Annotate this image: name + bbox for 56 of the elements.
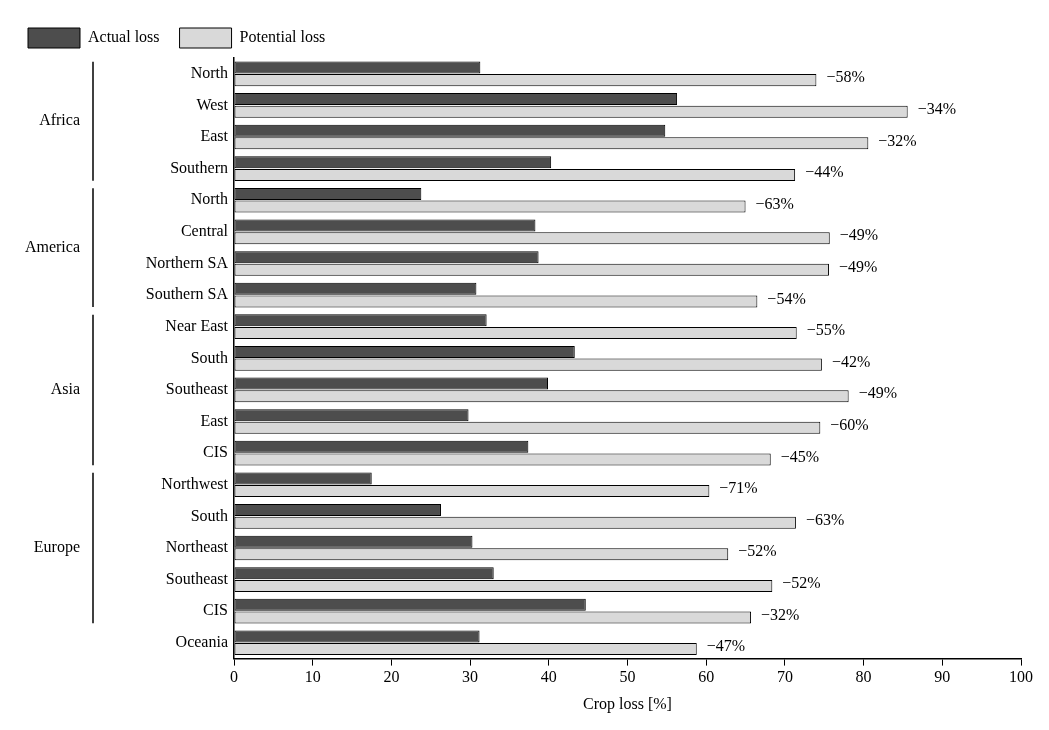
x-tick-label: 100: [1009, 668, 1033, 686]
x-tick-label: 0: [230, 668, 238, 686]
annotation: −32%: [878, 131, 917, 149]
y-tick-label: East: [200, 127, 229, 145]
y-tick-label: Northeast: [165, 538, 229, 556]
text: Asia: [50, 380, 80, 398]
y-tick-label: South: [190, 348, 228, 366]
x-tick-label: 70: [776, 668, 793, 686]
y-tick-label: Southern: [170, 158, 228, 176]
x-tick-label: 30: [462, 668, 479, 686]
legend-label: Potential loss: [239, 28, 326, 46]
x-tick-label: 50: [619, 668, 636, 686]
y-tick-label: Near East: [165, 316, 229, 334]
x-tick-label: 90: [934, 668, 951, 686]
annotation: −54%: [767, 289, 806, 307]
y-tick-label: North: [190, 190, 228, 208]
y-tick-label: Northwest: [161, 474, 229, 492]
x-tick-label: 80: [855, 668, 872, 686]
x-tick-label: 60: [698, 668, 715, 686]
annotation: −71%: [719, 479, 758, 497]
y-tick-label: Southern SA: [145, 285, 229, 303]
annotation: −45%: [780, 447, 820, 465]
x-tick-label: 20: [383, 668, 400, 686]
annotation: −42%: [831, 352, 871, 370]
legend-label: Actual loss: [88, 28, 160, 46]
annotation: −55%: [806, 321, 846, 339]
annotation: −60%: [830, 416, 869, 434]
x-axis-title: Crop loss [%]: [583, 694, 672, 713]
annotation: −32%: [761, 605, 800, 623]
annotation: −34%: [917, 99, 957, 117]
y-tick-label: South: [190, 506, 228, 524]
annotation: −44%: [805, 163, 844, 181]
y-tick-label: Southeast: [165, 380, 229, 398]
x-tick-label: 40: [540, 668, 557, 686]
y-tick-label: Northern SA: [145, 253, 229, 271]
text: America: [24, 237, 80, 255]
annotation: −58%: [826, 68, 865, 86]
y-tick-label: East: [200, 411, 229, 429]
annotation: −52%: [738, 542, 777, 560]
y-tick-label: Oceania: [175, 633, 228, 650]
y-tick-label: North: [190, 64, 228, 82]
x-tick-label: 10: [304, 668, 321, 686]
text: Europe: [33, 538, 80, 557]
text: Africa: [39, 111, 80, 129]
annotation: −52%: [782, 574, 821, 592]
y-tick-label: Central: [180, 222, 229, 240]
y-tick-label: West: [196, 95, 229, 113]
annotation: −63%: [805, 510, 845, 528]
y-tick-label: CIS: [203, 601, 228, 619]
annotation: −47%: [706, 637, 746, 655]
annotation: −63%: [755, 194, 794, 212]
annotation: −49%: [839, 226, 879, 244]
y-tick-label: Southeast: [165, 569, 229, 587]
annotation: −49%: [858, 384, 898, 402]
annotation: −49%: [838, 257, 878, 275]
y-tick-label: CIS: [203, 443, 228, 461]
